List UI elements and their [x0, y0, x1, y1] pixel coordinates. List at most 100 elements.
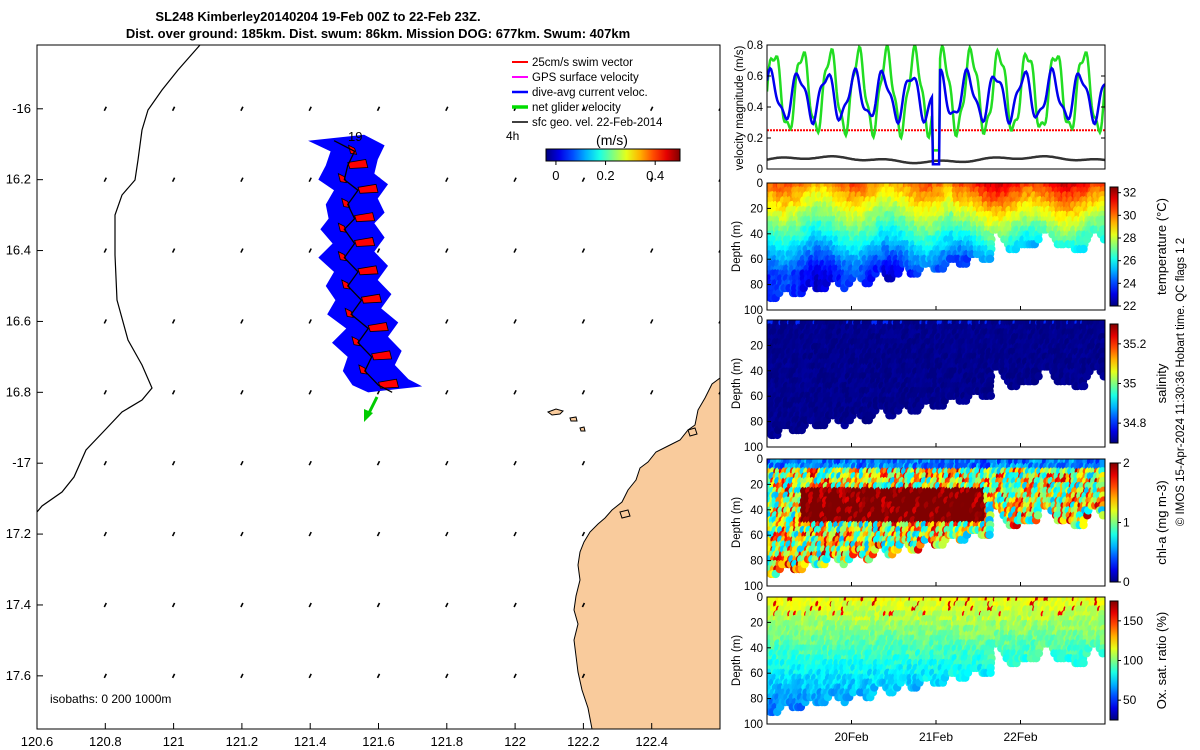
velocity-y-tick-label: 0.4: [747, 102, 764, 114]
track-time-label: 4h: [506, 129, 519, 143]
surface-vector: [240, 248, 244, 253]
velocity-series-current: [767, 66, 1105, 166]
profile-field: [767, 320, 1105, 440]
profile-colorbar: [1109, 186, 1119, 307]
surface-vector: [445, 248, 449, 253]
surface-geostrophic-vectors: [103, 106, 720, 679]
surface-vector: [103, 389, 108, 395]
swim-vector: [357, 183, 379, 194]
swim-vector: [357, 265, 379, 276]
profile-sample: [1079, 244, 1088, 254]
track-current-ribbon: [308, 134, 423, 393]
surface-vector: [513, 177, 517, 183]
surface-vector: [718, 248, 720, 253]
swim-vector: [354, 212, 376, 223]
velocity-y-axis: 00.20.40.60.8: [747, 40, 1105, 176]
colorbar-label: salinity: [1154, 363, 1169, 403]
depth-tick-label: 0: [757, 178, 763, 190]
surface-vector: [513, 389, 517, 395]
map-y-tick-label: 17.2: [6, 526, 31, 541]
map-x-tick-label: 120.6: [21, 734, 54, 749]
profile-sample: [1034, 235, 1043, 244]
surface-vector: [445, 389, 449, 395]
profile-colorbar: [1109, 323, 1119, 444]
colorbar-tick-label: 0.2: [597, 168, 615, 183]
depth-axis-label: Depth (m): [731, 221, 743, 272]
surface-vector: [103, 460, 108, 466]
surface-vector: [445, 319, 449, 324]
surface-vector: [103, 673, 108, 679]
legend-item-gps: GPS surface velocity: [512, 72, 639, 84]
surface-vector: [649, 389, 654, 395]
land-kimberley: [573, 377, 720, 729]
surface-vector: [581, 673, 586, 679]
glider-track: [333, 140, 393, 393]
surface-vector: [718, 177, 720, 183]
colorbar-tick-label: 35: [1123, 377, 1137, 391]
surface-vector: [513, 602, 517, 608]
profile-sample: [985, 254, 995, 263]
map-y-tick-label: 16.6: [6, 313, 31, 328]
surface-vector: [376, 248, 381, 253]
profile-field: [767, 183, 1105, 303]
depth-tick-label: 20: [750, 203, 763, 215]
map-x-tick-label: 120.8: [89, 734, 122, 749]
surface-vector: [376, 106, 381, 112]
map-y-tick-label: -17: [12, 455, 31, 470]
surface-vector: [308, 106, 312, 112]
map-x-tick-label: 121.2: [226, 734, 259, 749]
surface-vector: [581, 531, 586, 537]
surface-vector: [376, 460, 381, 466]
surface-vector: [240, 389, 244, 395]
map-y-tick-label: 17.4: [6, 597, 31, 612]
surface-vector: [445, 177, 449, 183]
surface-vector: [308, 602, 312, 608]
colorbar-tick-label: 35.2: [1123, 337, 1147, 351]
swim-vector: [371, 350, 393, 361]
surface-vector: [240, 177, 244, 183]
surface-vector: [308, 319, 312, 324]
depth-tick-label: 80: [750, 280, 763, 292]
surface-vector: [718, 319, 720, 324]
swim-vector: [367, 322, 389, 332]
surface-vector: [171, 602, 176, 608]
surface-vector: [171, 319, 176, 324]
surface-vector: [718, 390, 720, 395]
colorbar-tick-label: 26: [1123, 254, 1137, 268]
colorbar-tick-label: 0.4: [646, 168, 664, 183]
surface-vector: [171, 673, 176, 679]
map-panel: 120.6 120.8 121 121.2 121.4 121.6 121.8 122 122.…: [6, 44, 721, 749]
surface-vector: [103, 319, 108, 324]
depth-axis-label: Depth (m): [731, 358, 743, 409]
velocity-series-sfc: [767, 155, 1105, 165]
swim-vectors: [337, 144, 400, 389]
surface-vector: [445, 531, 449, 537]
surface-vector: [445, 602, 449, 608]
map-x-tick-label: 121.4: [294, 734, 327, 749]
surface-vector: [581, 248, 586, 253]
surface-vector: [376, 531, 381, 537]
map-colorbar: (m/s) 0 0.2 0.4: [545, 132, 681, 183]
velocity-panel: 00.20.40.60.8 velocity magnitude (m/s): [734, 40, 1106, 176]
map-x-tick-label: 121.6: [362, 734, 395, 749]
legend-item-swim: 25cm/s swim vector: [512, 57, 633, 69]
depth-tick-label: 20: [750, 340, 763, 352]
surface-vector: [581, 389, 586, 395]
depth-tick-label: 100: [744, 442, 763, 454]
surface-vector: [649, 106, 654, 112]
surface-vector: [513, 248, 517, 253]
map-colorbar-ticks: 0 0.2 0.4: [552, 161, 664, 183]
surface-vector: [103, 106, 108, 112]
velocity-y-tick-label: 0: [757, 164, 763, 176]
surface-vector: [308, 531, 312, 537]
surface-vector: [240, 531, 244, 537]
surface-vector: [103, 602, 108, 608]
map-legend: 25cm/s swim vector GPS surface velocity …: [512, 57, 663, 129]
isobath-contour: [37, 45, 201, 513]
surface-vector: [240, 673, 244, 679]
map-x-tick-label: 122: [504, 734, 526, 749]
